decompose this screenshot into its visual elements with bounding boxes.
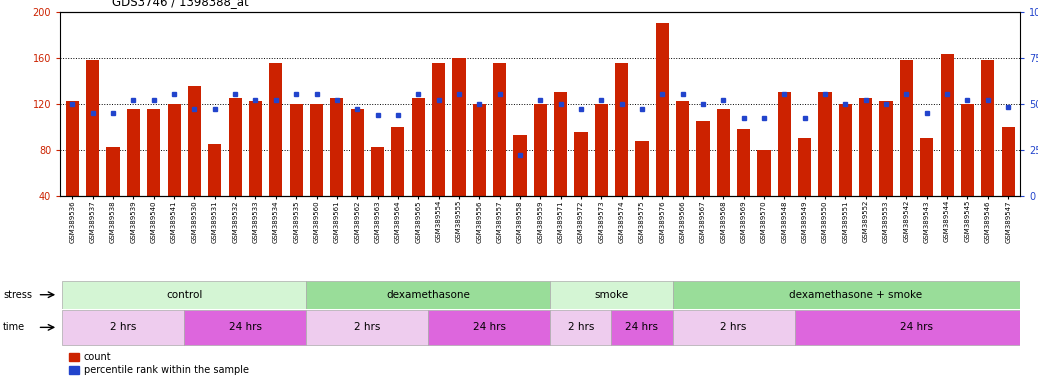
Bar <box>737 129 750 196</box>
FancyBboxPatch shape <box>429 310 550 345</box>
Bar <box>595 104 608 196</box>
Bar <box>859 98 872 196</box>
Text: stress: stress <box>3 290 32 300</box>
Bar <box>432 63 445 196</box>
Bar <box>269 63 282 196</box>
Bar <box>696 121 710 196</box>
Bar <box>676 101 689 196</box>
Bar <box>147 109 161 196</box>
Text: 2 hrs: 2 hrs <box>110 322 136 333</box>
Bar <box>656 23 668 196</box>
Bar <box>514 135 526 196</box>
Bar <box>167 104 181 196</box>
Text: 24 hrs: 24 hrs <box>228 322 262 333</box>
FancyBboxPatch shape <box>673 310 794 345</box>
Bar <box>107 147 119 196</box>
Bar <box>635 141 649 196</box>
Bar <box>330 98 344 196</box>
Bar <box>249 101 263 196</box>
Bar <box>717 109 730 196</box>
FancyBboxPatch shape <box>62 310 185 345</box>
Bar <box>554 92 567 196</box>
Bar <box>412 98 425 196</box>
FancyBboxPatch shape <box>185 310 306 345</box>
Bar <box>574 132 588 196</box>
Bar <box>472 104 486 196</box>
Bar <box>351 109 363 196</box>
Bar <box>453 58 465 196</box>
Text: smoke: smoke <box>595 290 629 300</box>
FancyBboxPatch shape <box>306 310 429 345</box>
Bar <box>961 104 974 196</box>
Bar <box>127 109 140 196</box>
Text: dexamethasone: dexamethasone <box>386 290 470 300</box>
Text: 2 hrs: 2 hrs <box>354 322 381 333</box>
Bar <box>534 104 547 196</box>
Bar <box>758 150 770 196</box>
Bar <box>616 63 628 196</box>
FancyBboxPatch shape <box>550 310 611 345</box>
Bar <box>310 104 323 196</box>
Legend: count, percentile rank within the sample: count, percentile rank within the sample <box>65 348 252 379</box>
Bar <box>818 92 831 196</box>
FancyBboxPatch shape <box>611 310 673 345</box>
FancyBboxPatch shape <box>673 281 1038 309</box>
Text: 24 hrs: 24 hrs <box>900 322 933 333</box>
FancyBboxPatch shape <box>62 281 306 309</box>
Bar <box>65 101 79 196</box>
Text: 2 hrs: 2 hrs <box>720 322 746 333</box>
Bar <box>981 60 994 196</box>
Bar <box>493 63 507 196</box>
Text: 24 hrs: 24 hrs <box>626 322 658 333</box>
FancyBboxPatch shape <box>794 310 1038 345</box>
Bar <box>290 104 303 196</box>
Bar <box>839 104 852 196</box>
Bar <box>879 101 893 196</box>
Bar <box>86 60 100 196</box>
Bar <box>391 127 405 196</box>
Bar <box>798 138 812 196</box>
Bar <box>1002 127 1015 196</box>
Bar <box>228 98 242 196</box>
Bar <box>777 92 791 196</box>
Bar <box>209 144 221 196</box>
Text: 2 hrs: 2 hrs <box>568 322 594 333</box>
Bar <box>188 86 201 196</box>
Bar <box>940 54 954 196</box>
Text: GDS3746 / 1398388_at: GDS3746 / 1398388_at <box>112 0 249 8</box>
Bar <box>900 60 913 196</box>
FancyBboxPatch shape <box>306 281 550 309</box>
Text: 24 hrs: 24 hrs <box>473 322 506 333</box>
Bar <box>371 147 384 196</box>
Text: time: time <box>3 322 25 333</box>
Bar <box>920 138 933 196</box>
Text: dexamethasone + smoke: dexamethasone + smoke <box>789 290 922 300</box>
FancyBboxPatch shape <box>550 281 673 309</box>
Text: control: control <box>166 290 202 300</box>
